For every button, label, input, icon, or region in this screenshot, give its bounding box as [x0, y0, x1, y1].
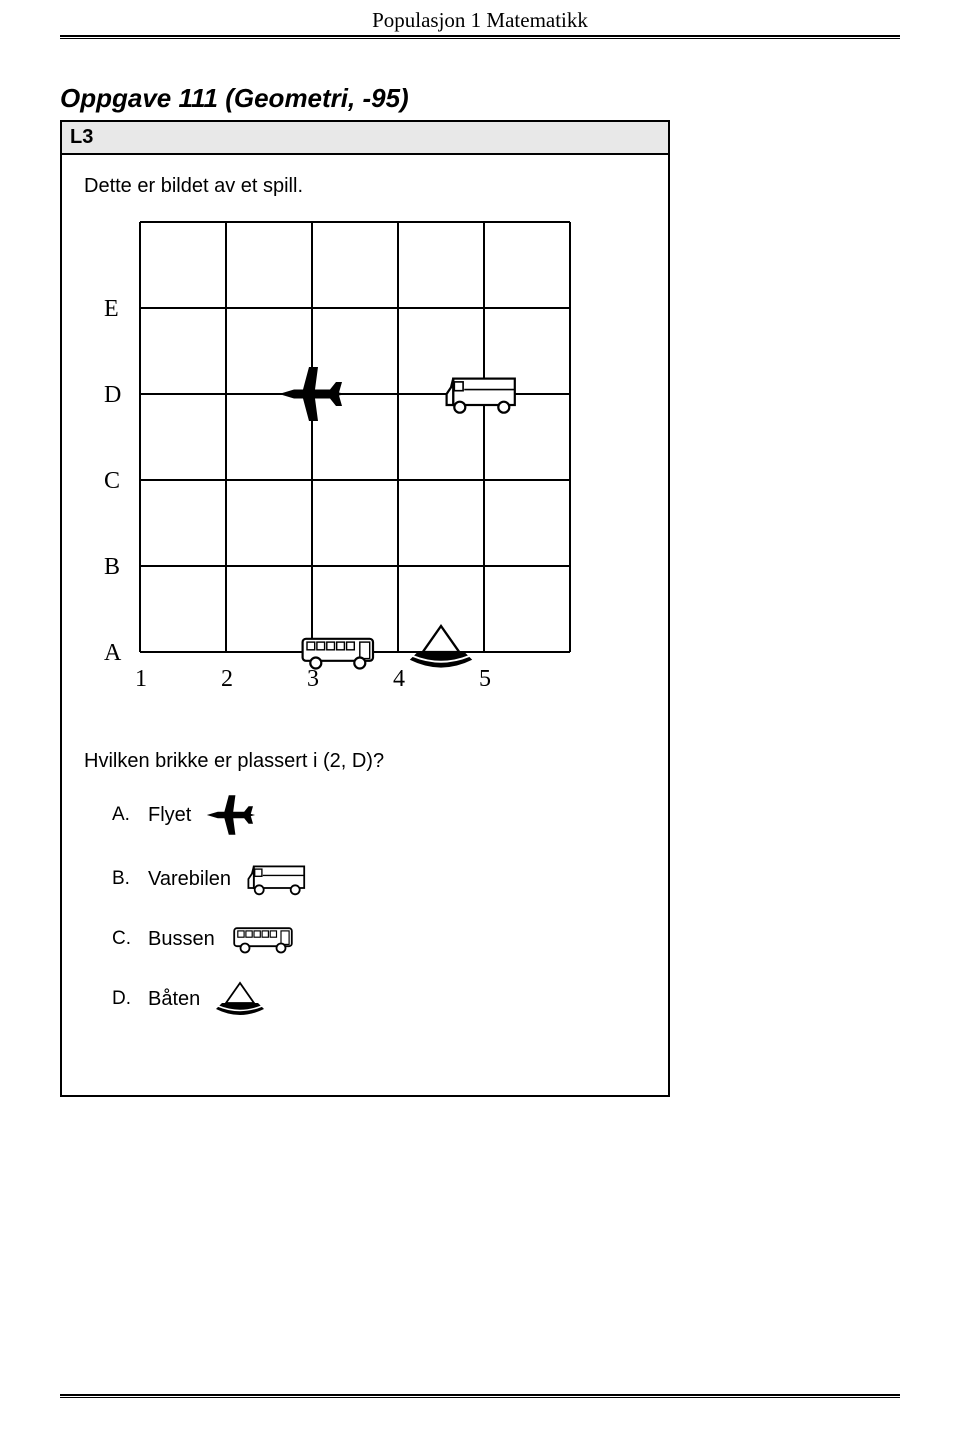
question-content: Dette er bildet av et spill. EDCBA12345 … — [62, 155, 668, 1095]
header-rule-bottom — [60, 38, 900, 39]
intro-text: Dette er bildet av et spill. — [84, 175, 646, 198]
option-label: Bussen — [148, 928, 215, 951]
game-grid: E D C B A1 2 3 4 5 — [84, 218, 646, 710]
option-c[interactable]: C. Bussen — [112, 921, 646, 957]
svg-text:1: 1 — [135, 666, 147, 692]
svg-text:A: A — [104, 640, 122, 666]
svg-text:C: C — [104, 468, 120, 494]
header-rule-top — [60, 35, 900, 37]
option-letter: A. — [112, 804, 134, 826]
option-b[interactable]: B. Varebilen — [112, 857, 646, 901]
page-header: Populasjon 1 Matematikk — [60, 0, 900, 35]
option-a[interactable]: A. Flyet — [112, 793, 646, 837]
option-d[interactable]: D. Båten — [112, 977, 646, 1021]
options-list: A. Flyet B. Varebilen C. Bussen D. Båten — [112, 793, 646, 1021]
footer-rule-bottom — [60, 1397, 900, 1398]
option-letter: D. — [112, 988, 134, 1010]
option-label: Varebilen — [148, 868, 231, 891]
bus-icon — [229, 921, 297, 957]
svg-text:4: 4 — [393, 666, 405, 692]
svg-text:B: B — [104, 554, 120, 580]
svg-text:3: 3 — [307, 666, 319, 692]
grid-svg: E D C B A1 2 3 4 5 — [84, 218, 584, 704]
option-label: Flyet — [148, 804, 191, 827]
footer-rules — [60, 1394, 900, 1398]
van-icon — [245, 857, 307, 901]
option-label: Båten — [148, 988, 200, 1011]
plane-icon — [205, 793, 257, 837]
task-title: Oppgave 111 (Geometri, -95) — [60, 83, 900, 114]
option-letter: B. — [112, 868, 134, 890]
svg-text:E: E — [104, 296, 119, 322]
level-label: L3 — [62, 122, 668, 155]
page: Populasjon 1 Matematikk Oppgave 111 (Geo… — [0, 0, 960, 1097]
boat-icon — [214, 977, 266, 1021]
svg-text:2: 2 — [221, 666, 233, 692]
svg-text:D: D — [104, 382, 121, 408]
question-text: Hvilken brikke er plassert i (2, D)? — [84, 750, 646, 773]
footer-rule-top — [60, 1394, 900, 1396]
question-box: L3 Dette er bildet av et spill. E D C B A1 2 3… — [60, 120, 670, 1097]
svg-text:5: 5 — [479, 666, 491, 692]
option-letter: C. — [112, 928, 134, 950]
